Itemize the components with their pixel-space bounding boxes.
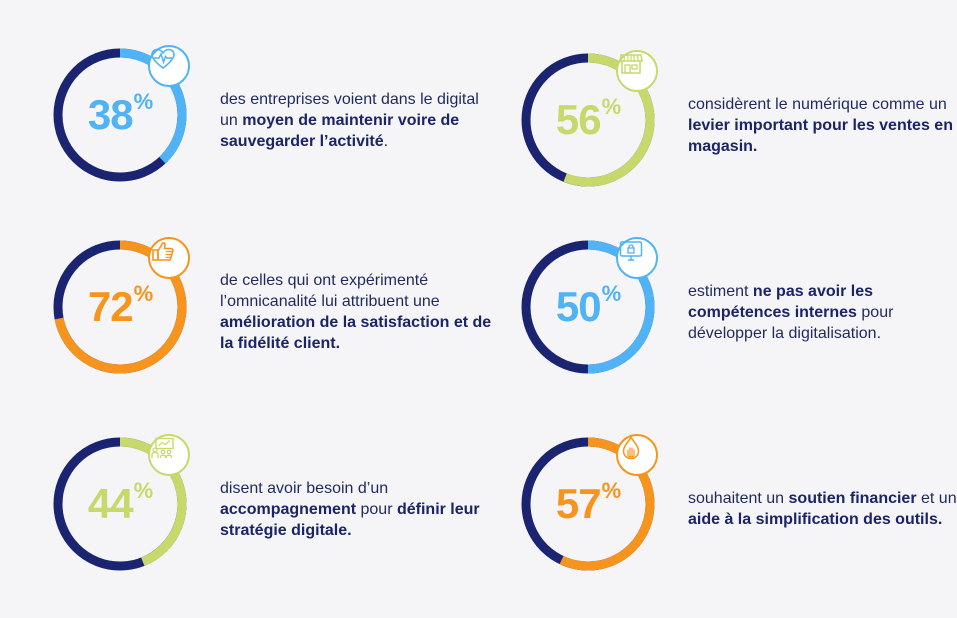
ring-progress — [521, 437, 655, 571]
stat-description: des entreprises voient dans le digital u… — [220, 45, 500, 195]
desc-bold: soutien financier — [788, 490, 917, 507]
stat-description: disent avoir besoin d’un accompagnement … — [220, 434, 500, 584]
donut-ring — [521, 437, 655, 571]
desc-text-mid: pour — [356, 500, 397, 518]
desc-text: de celles qui ont expérimenté l’omnicana… — [220, 272, 440, 310]
desc-text-end: . — [383, 132, 389, 150]
donut-ring — [53, 240, 187, 374]
percentage-number: 57 — [555, 480, 602, 527]
heart-pulse-icon — [148, 45, 190, 87]
percent-sign: % — [601, 478, 622, 503]
stat-card-56: 56% considèrent le numérique comme un le… — [518, 50, 957, 200]
donut-chart: 56% — [518, 50, 668, 200]
percentage-number: 50 — [555, 283, 602, 330]
desc-text: des entreprises voient dans le digital u… — [220, 90, 479, 129]
desc-bold-2: définir leur stratégie digitale. — [220, 500, 480, 539]
percent-sign: % — [133, 89, 154, 114]
donut-chart: 38% — [50, 45, 200, 195]
desc-bold: amélioration de la satisfaction et de la… — [220, 314, 492, 352]
desc-text-end: pour développer la digitalisation. — [688, 303, 894, 342]
ring-progress — [521, 240, 655, 374]
percent-sign: % — [601, 281, 622, 306]
stat-description: considèrent le numérique comme un levier… — [688, 50, 957, 200]
percentage-value: 57% — [518, 434, 658, 574]
donut-ring — [53, 48, 187, 182]
donut-ring — [53, 437, 187, 571]
stat-card-72: 72% de celles qui ont expérimenté l’omni… — [50, 237, 510, 387]
ring-progress — [53, 437, 187, 571]
desc-bold: ne pas avoir les compétences internes — [688, 282, 873, 321]
percentage-value: 50% — [518, 237, 658, 377]
thumbs-up-icon — [148, 237, 190, 279]
percentage-value: 44% — [50, 434, 190, 574]
percentage-value: 56% — [518, 50, 658, 190]
percentage-value: 72% — [50, 237, 190, 377]
percent-sign: % — [133, 281, 154, 306]
desc-bold-2: aide à la simplification des outils. — [688, 511, 943, 528]
stat-card-57: 57% souhaitent un soutien financier et u… — [518, 434, 957, 584]
donut-chart: 72% — [50, 237, 200, 387]
percentage-number: 44 — [87, 480, 134, 527]
desc-bold: levier important pour les ventes en maga… — [688, 116, 953, 155]
storefront-icon — [616, 50, 658, 92]
percent-sign: % — [133, 478, 154, 503]
monitor-lock-icon — [616, 237, 658, 279]
stat-card-44: 44% disent avoir besoin d’un accompagnem… — [50, 434, 510, 584]
percent-sign: % — [601, 94, 622, 119]
ring-progress — [53, 240, 187, 374]
stat-description: de celles qui ont expérimenté l’omnicana… — [220, 237, 500, 387]
donut-ring — [521, 53, 655, 187]
stat-description: estiment ne pas avoir les compétences in… — [688, 237, 957, 387]
donut-ring — [521, 240, 655, 374]
percentage-value: 38% — [50, 45, 190, 185]
ring-progress — [521, 53, 655, 187]
donut-chart: 50% — [518, 237, 668, 387]
hand-drop-icon — [616, 434, 658, 476]
desc-text: souhaitent un — [688, 490, 789, 507]
percentage-number: 38 — [87, 91, 134, 138]
donut-chart: 44% — [50, 434, 200, 584]
desc-text: estiment — [688, 282, 753, 300]
stat-card-50: 50% estiment ne pas avoir les compétence… — [518, 237, 957, 387]
desc-text: considèrent le numérique comme un — [688, 95, 947, 113]
ring-progress — [53, 48, 187, 182]
stat-description: souhaitent un soutien financier et une a… — [688, 434, 957, 584]
percentage-number: 56 — [555, 96, 602, 143]
stat-card-38: 38% des entreprises voient dans le digit… — [50, 45, 510, 195]
desc-text: disent avoir besoin d’un — [220, 479, 389, 497]
desc-bold: accompagnement — [220, 500, 357, 518]
presentation-icon — [148, 434, 190, 476]
desc-text-mid: et une — [921, 490, 957, 507]
desc-bold: moyen de maintenir voire de sauvegarder … — [220, 111, 460, 150]
donut-chart: 57% — [518, 434, 668, 584]
percentage-number: 72 — [87, 283, 134, 330]
